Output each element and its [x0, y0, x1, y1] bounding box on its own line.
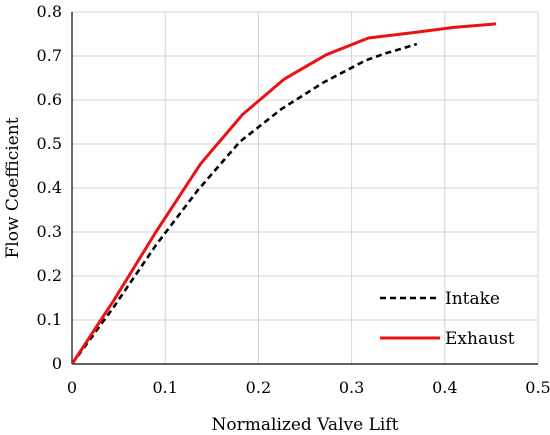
tick-labels: 0 0.1 0.2 0.3 0.4 0.5 0.6 0.7 0.8 0 0.1 0.2 0.3 0.4 0.… — [37, 2, 550, 397]
x-axis-title: Normalized Valve Lift — [212, 415, 399, 435]
series-line-exhaust — [70, 22, 497, 365]
y-tick-label: 0.1 — [37, 310, 62, 329]
legend: Intake Exhaust — [380, 289, 515, 349]
y-tick-label: 0.2 — [37, 266, 62, 285]
gridlines — [71, 11, 539, 365]
legend-label-intake: Intake — [445, 289, 500, 309]
y-tick-label: 0.5 — [37, 134, 62, 153]
x-tick-label: 0.5 — [525, 378, 550, 397]
y-tick-label: 0.4 — [37, 178, 62, 197]
series-line-intake — [70, 42, 418, 365]
x-tick-label: 0.1 — [152, 378, 177, 397]
y-tick-label: 0.3 — [37, 222, 62, 241]
y-tick-label: 0.7 — [37, 46, 62, 65]
x-tick-label: 0.3 — [339, 378, 364, 397]
y-axis-title: Flow Coefficient — [3, 117, 23, 258]
series-group — [70, 22, 497, 365]
x-tick-label: 0.4 — [432, 378, 457, 397]
plot-frame — [71, 12, 538, 365]
y-tick-label: 0.6 — [37, 90, 62, 109]
legend-label-exhaust: Exhaust — [445, 329, 515, 349]
y-tick-label: 0.8 — [37, 2, 62, 21]
y-tick-label: 0 — [52, 354, 62, 373]
x-tick-label: 0.2 — [246, 378, 271, 397]
x-tick-label: 0 — [67, 378, 77, 397]
